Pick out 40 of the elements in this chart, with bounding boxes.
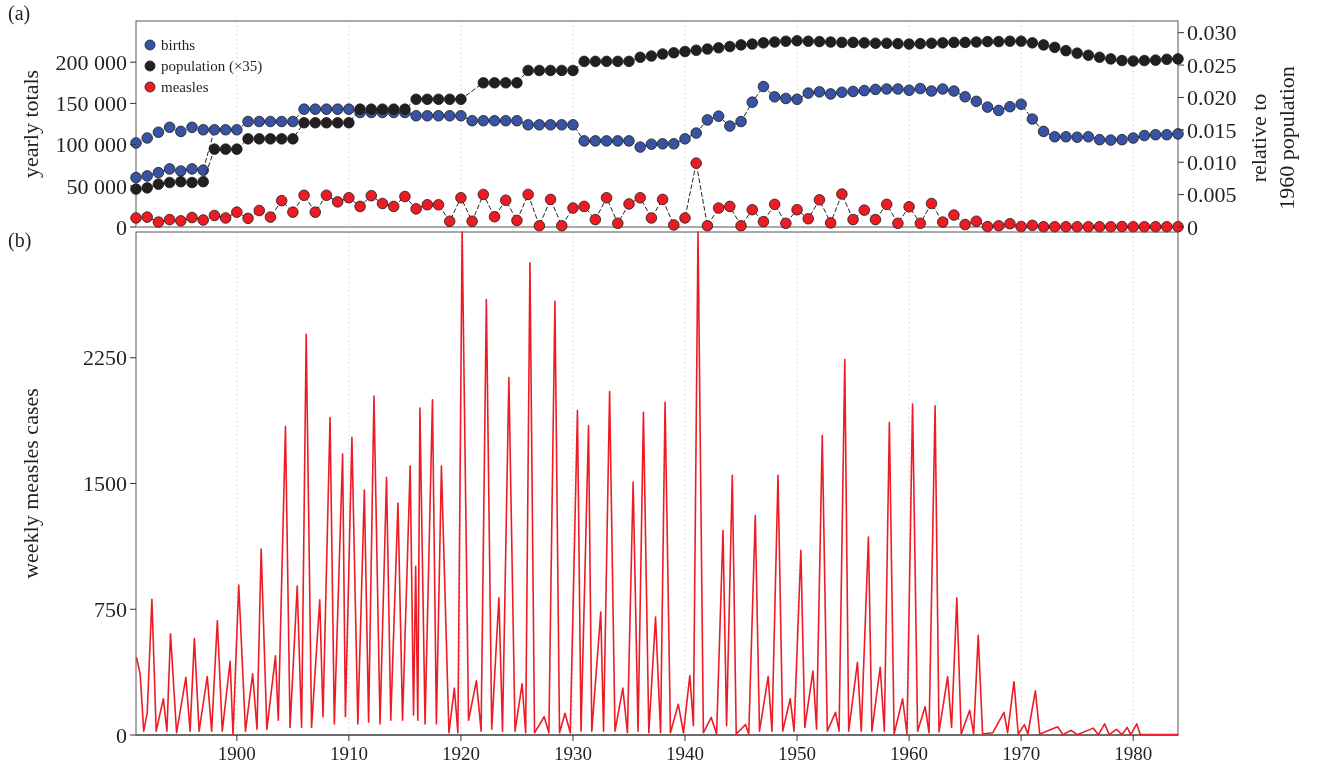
point [175,125,187,138]
y2-tick-label: 0.010 [1187,149,1237,175]
y-axis-title: weekly measles cases [17,388,43,579]
point [197,124,209,136]
legend-label: measles [161,79,209,96]
y-tick-label: 1500 [83,471,127,497]
x-tick-label: 1900 [217,743,256,764]
y-tick-label: 0 [116,722,127,748]
y-tick-label: 0 [116,214,127,240]
y-tick-label: 50 000 [66,173,127,199]
x-tick-label: 1980 [1114,743,1153,764]
x-tick-label: 1930 [553,743,592,764]
point [130,137,142,149]
point [141,132,153,144]
y2-tick-label: 0.015 [1187,117,1237,143]
x-tick-label: 1970 [1002,743,1041,764]
y-tick-label: 150 000 [55,91,127,117]
x-tick-label: 1960 [890,743,929,764]
text: (b) [8,229,32,252]
y2-axis-title: relative to 1960 population [1245,66,1299,210]
y-axis-title: yearly totals [17,69,43,179]
point [163,121,176,133]
y2-tick-label: 0.005 [1187,182,1237,208]
y2-tick-label: 0 [1187,214,1198,240]
x-tick-label: 1940 [666,743,705,764]
point [152,126,165,138]
x-tick-label: 1950 [778,743,817,764]
x-tick-label: 1910 [329,743,368,764]
point [186,121,198,133]
legend-label: births [161,37,196,54]
y-tick-label: 750 [94,596,127,622]
y-tick-label: 2250 [83,345,127,371]
y-tick-label: 200 000 [55,49,127,75]
y2-tick-label: 0.030 [1187,20,1237,46]
y2-tick-label: 0.020 [1187,85,1237,111]
y2-tick-label: 0.025 [1187,52,1237,78]
text: (a) [8,2,31,25]
y-tick-label: 100 000 [55,132,127,158]
x-tick-label: 1920 [441,743,480,764]
legend-label: population (×35) [161,58,263,76]
